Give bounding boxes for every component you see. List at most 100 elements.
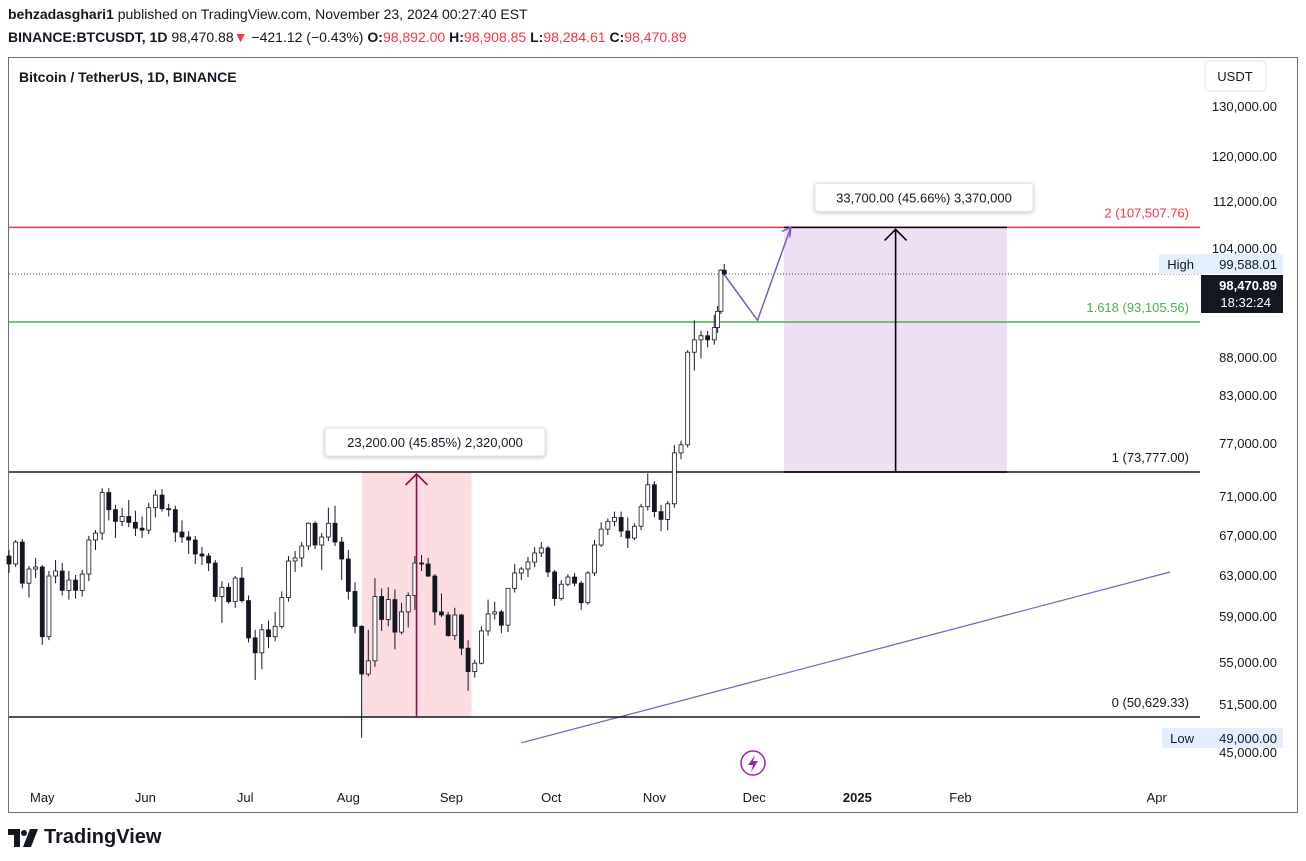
candle bbox=[312, 522, 318, 546]
fib-label-0: 2 (107,507.76) bbox=[1104, 205, 1189, 220]
candle bbox=[592, 544, 597, 574]
trendline bbox=[521, 571, 1171, 744]
candle bbox=[166, 508, 172, 511]
candle bbox=[492, 611, 498, 615]
y-tick: 51,500.00 bbox=[1219, 697, 1277, 712]
candle bbox=[259, 629, 265, 654]
candle bbox=[452, 614, 458, 636]
y-tick: 83,000.00 bbox=[1219, 388, 1277, 403]
candle bbox=[46, 575, 52, 638]
candle bbox=[6, 555, 12, 565]
candle bbox=[272, 625, 278, 638]
candle bbox=[139, 527, 145, 531]
candle bbox=[715, 310, 721, 328]
lightning-icon-glyph bbox=[748, 755, 758, 772]
x-tick: Aug bbox=[337, 790, 360, 805]
candle bbox=[372, 596, 378, 662]
candle bbox=[53, 570, 58, 577]
candle bbox=[425, 563, 431, 577]
candle bbox=[532, 552, 538, 563]
candle bbox=[385, 599, 391, 620]
candle bbox=[718, 269, 724, 312]
measure-label-2: 33,700.00 (45.66%) 3,370,000 bbox=[836, 190, 1012, 205]
high-value: 99,588.01 bbox=[1219, 257, 1277, 272]
candle bbox=[691, 339, 697, 353]
y-tick: 71,000.00 bbox=[1219, 489, 1277, 504]
publish-info: behzadasghari1 published on TradingView.… bbox=[8, 6, 528, 22]
close-label: C: bbox=[609, 29, 625, 45]
x-tick: Oct bbox=[541, 790, 562, 805]
measure-arrowhead-2 bbox=[884, 228, 908, 241]
fib-label-2: 1 (73,777.00) bbox=[1112, 450, 1189, 465]
candle bbox=[59, 570, 65, 591]
candle bbox=[106, 492, 112, 511]
candle bbox=[319, 536, 325, 546]
candle bbox=[405, 595, 411, 613]
candle bbox=[246, 600, 251, 639]
candle bbox=[19, 541, 25, 584]
tradingview-brand: TradingView bbox=[44, 826, 162, 848]
author-name[interactable]: behzadasghari1 bbox=[8, 6, 114, 22]
x-tick: May bbox=[30, 790, 55, 805]
low-tag: Low bbox=[1170, 731, 1194, 746]
candle bbox=[678, 444, 684, 454]
candle bbox=[512, 572, 518, 589]
low-label: L: bbox=[530, 29, 544, 45]
candle bbox=[625, 530, 631, 539]
open-label: O: bbox=[367, 29, 383, 45]
candle bbox=[618, 517, 624, 532]
candle bbox=[79, 573, 85, 591]
candle bbox=[365, 660, 371, 675]
high-label: H: bbox=[449, 29, 464, 45]
candle bbox=[119, 516, 125, 522]
chart-frame bbox=[8, 57, 1298, 813]
candle bbox=[126, 516, 132, 523]
y-tick: 130,000.00 bbox=[1212, 99, 1277, 114]
x-tick: 2025 bbox=[843, 790, 872, 805]
candle bbox=[352, 591, 358, 627]
price-change: −421.12 (−0.43%) bbox=[251, 29, 364, 45]
candle bbox=[399, 611, 404, 633]
candle bbox=[159, 494, 165, 510]
candle bbox=[439, 611, 444, 616]
candle bbox=[332, 522, 338, 543]
projection-arrowhead bbox=[781, 226, 792, 238]
x-tick: Sep bbox=[440, 790, 463, 805]
candle bbox=[379, 596, 385, 620]
currency-button[interactable]: USDT bbox=[1217, 69, 1252, 84]
last-price: 98,470.88 bbox=[171, 29, 234, 45]
x-tick: Apr bbox=[1147, 790, 1168, 805]
candle bbox=[199, 553, 205, 557]
candle bbox=[638, 506, 644, 527]
candle bbox=[99, 492, 105, 534]
candle bbox=[279, 597, 285, 627]
candle bbox=[212, 562, 218, 597]
candle bbox=[392, 599, 398, 633]
candle bbox=[66, 579, 72, 591]
open-value: 98,892.00 bbox=[382, 29, 446, 45]
candle bbox=[146, 507, 152, 531]
candle bbox=[465, 647, 471, 673]
candle bbox=[698, 335, 704, 341]
candle bbox=[339, 541, 345, 560]
candle bbox=[419, 562, 424, 565]
last-price-tag: 98,470.89 bbox=[1219, 278, 1277, 293]
candle bbox=[665, 503, 671, 520]
candle bbox=[558, 583, 564, 599]
candle bbox=[86, 539, 92, 575]
candle bbox=[206, 555, 212, 564]
down-arrow-icon: ▼ bbox=[233, 29, 248, 45]
x-tick: Jul bbox=[237, 790, 254, 805]
candle bbox=[13, 541, 19, 565]
candle bbox=[472, 662, 478, 673]
candle bbox=[711, 327, 717, 341]
candle bbox=[325, 522, 331, 538]
high-tag: High bbox=[1167, 257, 1194, 272]
candle bbox=[585, 572, 591, 604]
candle bbox=[172, 509, 178, 533]
measure-label-bg-1 bbox=[324, 427, 546, 457]
candle bbox=[685, 351, 691, 446]
symbol-label[interactable]: BINANCE:BTCUSDT, 1D bbox=[8, 29, 168, 45]
candle bbox=[605, 520, 611, 530]
